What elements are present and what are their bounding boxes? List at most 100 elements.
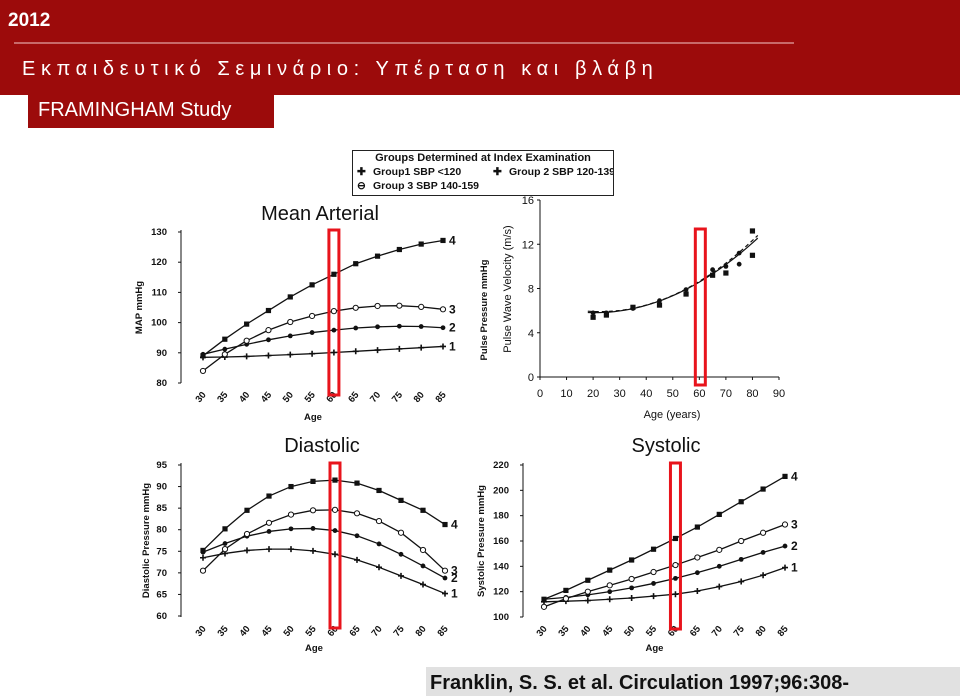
- x-tick-label: 30: [614, 388, 626, 400]
- data-point: [736, 250, 742, 256]
- legend-item-group2: ✚ Group 2 SBP 120-139: [493, 166, 614, 178]
- data-point: [782, 564, 788, 571]
- data-point: [332, 551, 338, 558]
- x-tick-label: 80: [754, 624, 769, 639]
- x-tick-label: 45: [259, 623, 275, 639]
- chart-title: Mean Arterial: [261, 203, 379, 225]
- data-point: [629, 557, 635, 563]
- age-60-highlight: [693, 227, 707, 387]
- data-point: [442, 575, 448, 581]
- data-point: [288, 526, 294, 532]
- data-point: [376, 541, 382, 547]
- series-line-1: [202, 548, 446, 595]
- data-point: [200, 547, 206, 554]
- data-point: [651, 581, 656, 586]
- x-tick-label: 45: [600, 623, 616, 639]
- data-point: [330, 308, 338, 315]
- y-tick-label: 160: [493, 536, 509, 547]
- data-point: [749, 228, 756, 234]
- data-point: [398, 551, 404, 557]
- x-tick-label: 50: [667, 388, 679, 400]
- data-point: [221, 351, 228, 358]
- data-point: [353, 261, 359, 267]
- y-axis-label: Pulse Wave Velocity (m/s): [502, 225, 514, 352]
- series-label-2: 2: [791, 539, 798, 553]
- data-point: [199, 567, 207, 574]
- series-line-3: [202, 305, 444, 372]
- data-point: [309, 282, 315, 288]
- x-tick-label: 40: [578, 624, 593, 639]
- data-point: [265, 307, 272, 314]
- y-tick-label: 8: [528, 284, 534, 296]
- pulse-pressure-label: Pulse Pressure mmHg: [479, 259, 490, 360]
- data-point: [420, 581, 426, 588]
- y-axis-label: MAP mmHg: [134, 281, 145, 334]
- y-tick-label: 180: [493, 511, 509, 522]
- data-point: [656, 302, 663, 308]
- series-line-3: [202, 509, 446, 572]
- x-tick-label: 60: [693, 388, 705, 400]
- series-line-1: [543, 566, 786, 603]
- data-point: [374, 347, 381, 354]
- x-tick-label: 65: [688, 623, 704, 639]
- data-point: [672, 591, 679, 598]
- x-tick-label: 75: [391, 623, 407, 639]
- data-point: [673, 575, 678, 581]
- y-tick-label: 70: [156, 568, 167, 579]
- x-tick-label: 70: [710, 624, 725, 639]
- data-point: [308, 312, 316, 320]
- data-point: [265, 327, 272, 334]
- y-tick-label: 100: [151, 318, 167, 329]
- data-point: [420, 563, 426, 569]
- data-point: [375, 324, 380, 330]
- data-point: [716, 511, 722, 517]
- data-point: [266, 493, 272, 499]
- x-tick-label: 10: [560, 388, 572, 400]
- data-point: [440, 343, 446, 350]
- x-tick-label: 0: [537, 388, 543, 400]
- chart-title: Diastolic: [284, 435, 360, 457]
- series-line-2: [543, 545, 786, 600]
- data-point: [352, 304, 359, 311]
- data-point: [782, 543, 788, 549]
- y-tick-label: 60: [156, 611, 167, 622]
- y-tick-label: 120: [493, 587, 509, 598]
- data-point: [374, 253, 381, 259]
- data-point: [439, 306, 447, 313]
- data-point: [541, 596, 547, 602]
- x-tick-label: 80: [412, 390, 427, 405]
- y-axis-label: Diastolic Pressure mmHg: [141, 483, 152, 598]
- data-point: [397, 529, 405, 536]
- data-point: [287, 318, 294, 326]
- x-tick-label: 80: [746, 388, 758, 400]
- chart-title: Systolic: [632, 435, 701, 457]
- study-label: FRAMINGHAM Study: [28, 92, 274, 128]
- x-tick-label: 35: [215, 389, 231, 405]
- series-label-1: 1: [449, 339, 456, 353]
- series-label-1: 1: [791, 561, 798, 575]
- data-point: [738, 537, 745, 545]
- series-label-4: 4: [791, 469, 798, 483]
- data-point: [562, 595, 570, 602]
- data-point: [244, 321, 250, 327]
- data-point: [309, 330, 315, 335]
- x-tick-label: 70: [720, 388, 732, 400]
- data-point: [694, 524, 700, 530]
- data-point: [441, 567, 449, 574]
- data-point: [310, 547, 316, 554]
- x-tick-label: 60: [325, 624, 340, 639]
- data-point: [376, 487, 382, 494]
- x-tick-label: 90: [773, 388, 785, 400]
- data-point: [352, 348, 359, 355]
- y-axis-label: Systolic Pressure mmHg: [476, 485, 487, 597]
- data-point: [332, 477, 338, 483]
- data-point: [710, 272, 716, 278]
- data-point: [199, 367, 207, 375]
- fit-curve-solid: [587, 237, 759, 314]
- x-axis-label: Age: [305, 643, 323, 654]
- y-tick-label: 12: [522, 239, 534, 251]
- x-tick-label: 40: [237, 624, 252, 639]
- x-tick-label: 65: [347, 623, 363, 639]
- x-axis-label: Age: [646, 643, 664, 654]
- data-point: [420, 507, 426, 513]
